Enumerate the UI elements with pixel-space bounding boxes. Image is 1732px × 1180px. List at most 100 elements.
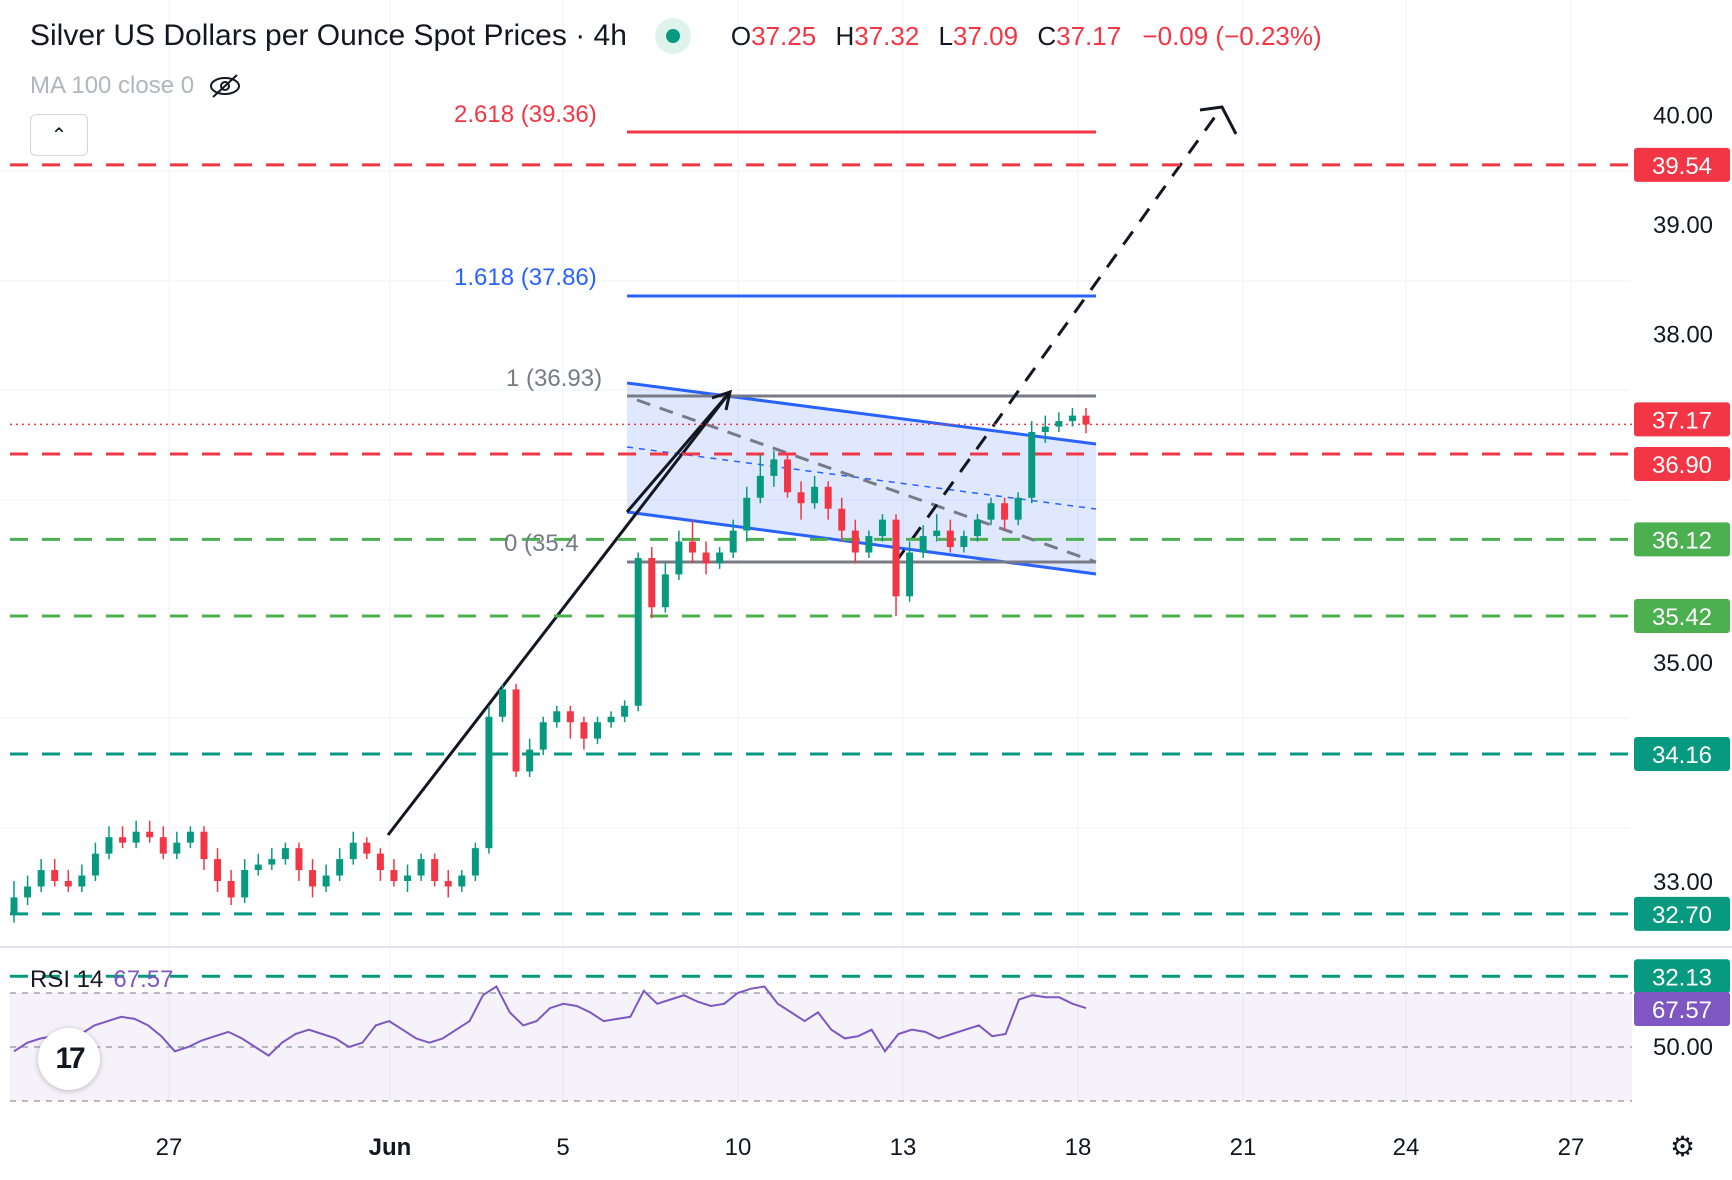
price-label-0: 39.54	[1652, 153, 1712, 180]
candle-body	[281, 848, 289, 860]
fib-labels: 2.618 (39.36) 1.618 (37.86) 1 (36.93) 0 (35…	[454, 101, 602, 557]
candle-body	[295, 848, 303, 871]
candle-body	[458, 875, 466, 887]
x-tick-label-8: 27	[1558, 1134, 1585, 1161]
ohlc-readout: O37.25 H37.32 L37.09 C37.17 −0.09 (−0.23…	[719, 21, 1322, 52]
candle-body	[309, 870, 317, 887]
candle-body	[363, 842, 371, 854]
candle-body	[743, 497, 751, 531]
candle-body	[688, 541, 696, 553]
price-label-4: 35.42	[1652, 604, 1712, 631]
candle-body	[254, 864, 262, 871]
ma-indicator-row[interactable]: MA 100 close 0	[30, 72, 242, 100]
candle-body	[838, 508, 846, 531]
price-label-7: 32.13	[1652, 964, 1712, 991]
price-label-box-1	[1634, 402, 1730, 437]
candle-body	[132, 831, 140, 843]
price-label-box-4	[1634, 599, 1730, 634]
chart-title: Silver US Dollars per Ounce Spot Prices …	[30, 19, 627, 52]
price-label-1: 37.17	[1652, 407, 1712, 434]
fib-label-1: 1.618 (37.86)	[454, 264, 597, 291]
y-tick-label-2: 38.00	[1653, 322, 1713, 349]
x-tick-label-6: 21	[1230, 1134, 1257, 1161]
chart-header: Silver US Dollars per Ounce Spot Prices …	[30, 18, 1322, 54]
ohlc-key-low: L	[938, 20, 954, 51]
candle-body	[539, 722, 547, 750]
candle-body	[485, 716, 493, 849]
ohlc-close: 37.17	[1056, 20, 1122, 51]
candle-body	[24, 886, 32, 898]
chevron-up-icon: ⌃	[50, 124, 68, 147]
price-label-box-7	[1634, 959, 1730, 994]
tradingview-logo-icon[interactable]: 17	[38, 1028, 100, 1090]
candle-body	[811, 486, 819, 504]
x-tick-label-4: 13	[890, 1134, 917, 1161]
candle-body	[566, 711, 574, 723]
candle-body	[37, 870, 45, 887]
candle-body	[675, 541, 683, 575]
x-tick-label-3: 10	[725, 1134, 752, 1161]
projection-arrow-head	[1199, 105, 1238, 135]
candle-body	[783, 459, 791, 493]
candle-body	[417, 859, 425, 876]
candle-body	[10, 897, 18, 914]
candle-body	[431, 859, 439, 881]
gear-icon[interactable]: ⚙	[1670, 1131, 1696, 1162]
projection-arrow	[893, 106, 1224, 564]
candle-body	[580, 722, 588, 739]
candle-body	[105, 837, 113, 854]
candle-body	[227, 881, 235, 898]
candle-body	[716, 552, 724, 564]
candle-body	[661, 574, 669, 608]
candle-body	[214, 859, 222, 881]
candle-body	[471, 848, 479, 876]
ohlc-key-high: H	[835, 20, 855, 51]
descending-channel-fill	[627, 383, 1096, 574]
candle-body	[1068, 415, 1076, 422]
candle-body	[51, 870, 59, 881]
market-status-icon[interactable]	[654, 18, 691, 54]
candle-body	[987, 503, 995, 520]
x-tick-label-1: Jun	[369, 1134, 412, 1161]
candle-body	[376, 853, 384, 871]
candle-body	[892, 519, 900, 597]
price-label-5: 34.16	[1652, 742, 1712, 769]
candle-body	[621, 705, 629, 717]
candle-body	[878, 519, 886, 537]
horizontal-levels	[10, 163, 1632, 978]
eye-off-icon[interactable]	[208, 73, 242, 99]
candle-body	[865, 536, 873, 553]
candle-body	[946, 530, 954, 548]
impulse-retrace	[625, 391, 732, 513]
collapse-legend-button[interactable]: ⌃	[30, 114, 88, 156]
x-tick-label-2: 5	[556, 1134, 569, 1161]
x-tick-label-0: 27	[156, 1134, 183, 1161]
y-tick-label-3: 35.00	[1653, 650, 1713, 677]
price-labels: 39.54 37.17 36.90 36.12 35.42 34.16 32.70 32.13…	[1634, 147, 1730, 1027]
candle-body	[919, 536, 927, 553]
price-label-box-2	[1634, 446, 1730, 481]
ohlc-key-open: O	[730, 20, 752, 51]
candle-body	[1055, 421, 1063, 427]
price-label-box-6	[1634, 896, 1730, 931]
rsi-line	[13, 985, 1087, 1057]
candle-body	[906, 552, 914, 597]
ohlc-key-close: C	[1037, 20, 1057, 51]
candle-body	[526, 749, 534, 772]
channel-upper-line	[626, 381, 1097, 446]
candle-body	[336, 859, 344, 876]
candle-body	[1041, 426, 1049, 433]
rsi-band	[10, 993, 1632, 1101]
candle-body	[1082, 415, 1090, 425]
fib-label-0: 2.618 (39.36)	[454, 101, 597, 128]
price-label-6: 32.70	[1652, 902, 1712, 929]
candle-body	[499, 689, 507, 717]
candle-body	[933, 530, 941, 537]
candle-body	[404, 875, 412, 881]
candle-body	[159, 837, 167, 854]
candle-body	[960, 536, 968, 548]
candle-body	[390, 870, 398, 881]
rsi-label: RSI 14	[30, 966, 104, 993]
x-axis[interactable]: 27 Jun 5 10 13 18 21 24 27	[156, 1134, 1585, 1161]
